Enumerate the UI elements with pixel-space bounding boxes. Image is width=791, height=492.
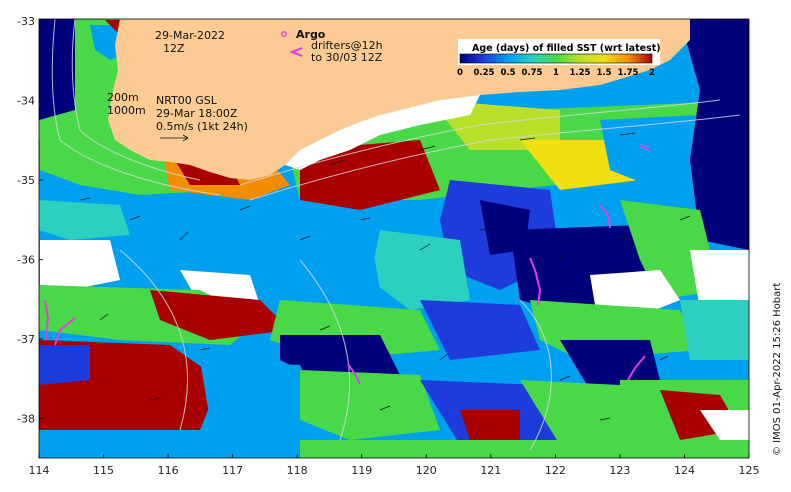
map-area[interactable] [39, 19, 760, 458]
colorbar-title: Age (days) of filled SST (wrt latest) [472, 43, 661, 54]
lon-tick-label: 115 [93, 464, 114, 477]
drifter-legend: Argo drifters@12h to 30/03 12Z [281, 28, 383, 64]
colorbar-gradient [459, 53, 653, 64]
product-line-3: 0.5m/s (1kt 24h) [156, 120, 248, 133]
lon-tick-label: 125 [739, 464, 760, 477]
drifter-track [627, 355, 646, 381]
depth-200-label: 200m [107, 91, 139, 104]
coastal-nodata [285, 95, 480, 170]
drifter-symbol-icon [289, 46, 303, 58]
map-frame [38, 18, 750, 459]
drifter-track [529, 257, 542, 306]
current-vectors [79, 132, 691, 421]
colorbar-tick-label: 1.25 [570, 68, 591, 78]
lat-tick-label: -35 [17, 174, 35, 187]
lat-tick-label: -36 [17, 254, 35, 267]
lon-tick-label: 116 [158, 464, 179, 477]
colorbar-tick-label: 2 [649, 68, 655, 78]
drifter-track [347, 363, 361, 385]
colorbar-tick-label: 1.5 [596, 68, 611, 78]
date-line-2: 12Z [163, 42, 185, 55]
depth-1000-label: 1000m [107, 104, 146, 117]
drifters-line-1: drifters@12h [311, 39, 383, 52]
product-legend: NRT00 GSL 29-Mar 18:00Z 0.5m/s (1kt 24h) [156, 94, 248, 142]
argo-symbol-icon [281, 31, 287, 37]
lon-tick-label: 122 [545, 464, 566, 477]
colorbar-tick-label: 0.75 [522, 68, 543, 78]
drifter-track [44, 299, 50, 341]
drifters-line-2: to 30/03 12Z [311, 51, 383, 64]
lon-tick-label: 118 [287, 464, 308, 477]
lat-tick-label: -34 [17, 95, 35, 108]
lon-tick-label: 117 [222, 464, 243, 477]
drifter-tracks [44, 144, 651, 385]
date-label: 29-Mar-2022 12Z [155, 29, 225, 55]
drifter-track [639, 144, 651, 151]
lat-tick-label: -33 [17, 15, 35, 28]
colorbar-tick-label: 0.5 [500, 68, 515, 78]
scale-arrow-icon [182, 134, 189, 142]
drifter-track [599, 204, 611, 229]
lon-tick-label: 120 [416, 464, 437, 477]
latitude-axis: -33 -34 -35 -36 -37 -38 [17, 15, 43, 426]
product-line-2: 29-Mar 18:00Z [156, 107, 238, 120]
product-line-1: NRT00 GSL [156, 94, 218, 107]
lon-tick-label: 124 [674, 464, 695, 477]
colorbar-tick-label: 1.75 [618, 68, 639, 78]
date-line-1: 29-Mar-2022 [155, 29, 225, 42]
argo-label: Argo [296, 28, 326, 41]
credit-label: © IMOS 01-Apr-2022 15:26 Hobart [772, 283, 783, 456]
colorbar-tick-label: 1 [553, 68, 559, 78]
lon-tick-label: 119 [351, 464, 372, 477]
lon-tick-label: 123 [609, 464, 630, 477]
lat-tick-label: -37 [17, 333, 35, 346]
lon-tick-label: 121 [480, 464, 501, 477]
longitude-axis: 114 115 116 117 118 119 120 121 122 123 124 125 [29, 454, 760, 477]
lat-tick-label: -38 [17, 413, 35, 426]
lon-tick-label: 114 [29, 464, 50, 477]
colorbar-ticks: 0 0.25 0.5 0.75 1 1.25 1.5 1.75 2 [457, 68, 655, 78]
colorbar-tick-label: 0.25 [474, 68, 495, 78]
depth-legend: 200m 1000m [107, 91, 146, 117]
bathymetry-contours [51, 19, 741, 451]
colorbar-tick-label: 0 [457, 68, 463, 78]
drifter-track [54, 317, 76, 346]
